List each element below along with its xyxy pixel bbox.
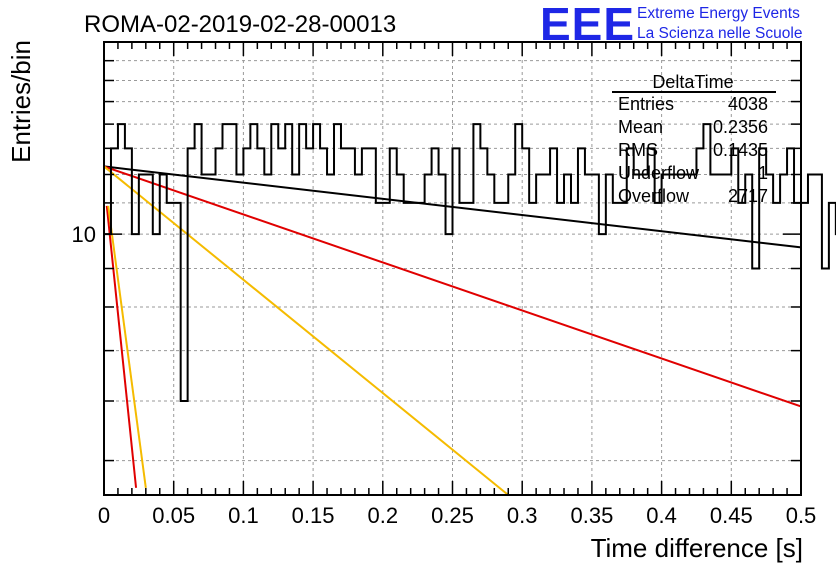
x-tick-label: 0 [98, 503, 110, 528]
logo-line-1: Extreme Energy Events [637, 5, 800, 22]
x-tick-label: 0.3 [507, 503, 538, 528]
histogram-step-line [104, 123, 836, 402]
stats-label: Underflow [618, 163, 700, 183]
stats-title: DeltaTime [652, 72, 733, 92]
chart-title: ROMA-02-2019-02-28-00013 [84, 11, 396, 38]
stats-label: RMS [618, 140, 658, 160]
y-tick-label: 10 [72, 222, 96, 247]
logo-line-2: La Scienza nelle Scuole [637, 25, 802, 42]
stats-value: 4038 [728, 94, 768, 114]
x-tick-label: 0.4 [646, 503, 677, 528]
stats-value: 0.1435 [713, 140, 768, 160]
fit-line-3 [103, 165, 509, 496]
x-tick-label: 0.35 [570, 503, 613, 528]
x-tick-label: 0.25 [431, 503, 474, 528]
stats-box: DeltaTime Entries 4038 Mean 0.2356 RMS 0.1435… [612, 72, 776, 206]
stats-value: 0.2356 [713, 117, 768, 137]
x-tick-label: 0.05 [152, 503, 195, 528]
fit-line-4 [105, 205, 138, 488]
fit-line-5 [107, 205, 147, 488]
stats-label: Entries [618, 94, 674, 114]
x-axis-label: Time difference [s] [591, 533, 803, 563]
fit-line-2 [103, 165, 802, 408]
grid-lines [104, 42, 801, 495]
axis-ticks: 0 0.05 0.1 0.15 0.2 0.25 0.3 0.35 0.4 0.45 0.5 10 [72, 42, 817, 528]
x-tick-label: 0.1 [228, 503, 259, 528]
stats-value: 2717 [728, 186, 768, 206]
x-tick-label: 0.2 [368, 503, 399, 528]
x-tick-label: 0.5 [786, 503, 817, 528]
x-tick-label: 0.45 [710, 503, 753, 528]
y-axis-label: Entries/bin [6, 40, 36, 163]
stats-value: 1 [758, 163, 768, 183]
x-tick-label: 0.15 [292, 503, 335, 528]
stats-label: Overflow [618, 186, 690, 206]
logo-mark: EEE [540, 0, 635, 50]
stats-label: Mean [618, 117, 663, 137]
